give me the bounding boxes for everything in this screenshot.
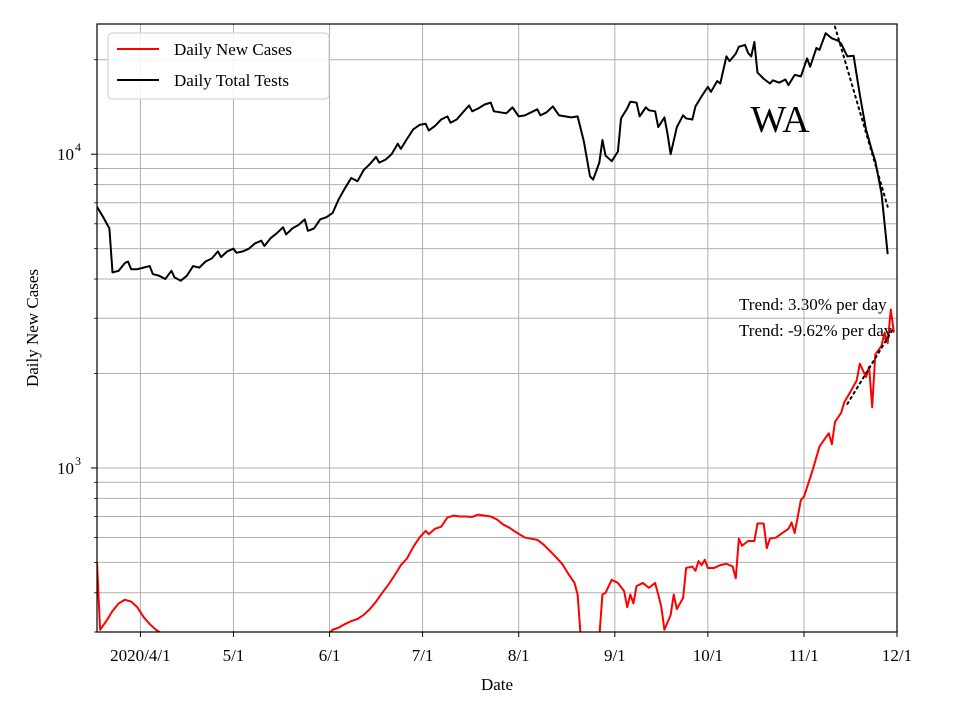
- y-axis-label: Daily New Cases: [23, 269, 42, 387]
- trend-line-1: [833, 25, 889, 208]
- x-tick-label: 9/1: [604, 646, 626, 665]
- x-tick-label: 12/1: [882, 646, 912, 665]
- series-area: [97, 32, 895, 632]
- x-tick-label: 7/1: [412, 646, 434, 665]
- trend-annotation-tests: Trend: -9.62% per day: [739, 321, 893, 340]
- x-tick-label: 5/1: [223, 646, 245, 665]
- y-tick-label: 10: [57, 459, 74, 478]
- x-tick-label: 6/1: [319, 646, 341, 665]
- x-tick-label: 8/1: [508, 646, 530, 665]
- y-tick-exponent: 4: [75, 140, 81, 154]
- axis-ticks: 2020/4/1 5/1 6/1 7/1 8/1 9/1 10/1 11/1 12/110 310…: [57, 59, 912, 665]
- legend: Daily New Cases Daily Total Tests: [107, 32, 330, 100]
- trend-annotation-cases: Trend: 3.30% per day: [739, 295, 887, 314]
- x-axis-label: Date: [481, 675, 513, 694]
- x-tick-label: 10/1: [693, 646, 723, 665]
- x-tick-label: 11/1: [789, 646, 819, 665]
- series-line-daily-new-cases: [97, 308, 895, 632]
- x-tick-label: 2020/4/1: [110, 646, 170, 665]
- y-tick-label: 10: [57, 145, 74, 164]
- legend-box: [107, 32, 330, 100]
- legend-label-daily-new-cases: Daily New Cases: [174, 40, 292, 59]
- plot-frame: [96, 23, 898, 633]
- state-annotation: WA: [750, 99, 810, 141]
- y-tick-exponent: 3: [75, 454, 81, 468]
- legend-label-daily-total-tests: Daily Total Tests: [174, 71, 289, 90]
- trend-line-0: [846, 326, 895, 405]
- series-line-daily-total-tests: [97, 32, 889, 282]
- trend-lines: [833, 25, 895, 405]
